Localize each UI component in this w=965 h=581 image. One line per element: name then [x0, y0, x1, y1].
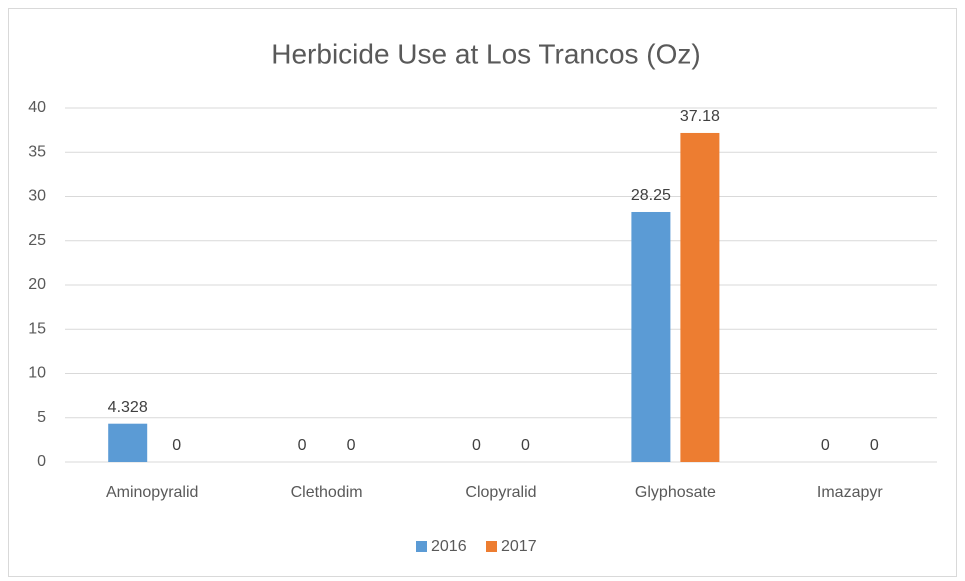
- bar: [680, 132, 720, 462]
- x-tick-label: Aminopyralid: [106, 484, 198, 501]
- legend-swatch: [416, 541, 427, 552]
- y-tick-label: 30: [28, 188, 46, 205]
- data-label: 4.328: [108, 399, 148, 416]
- x-tick-label: Imazapyr: [817, 484, 883, 501]
- y-tick-label: 20: [28, 276, 46, 293]
- data-label: 0: [298, 437, 307, 454]
- y-tick-label: 5: [37, 409, 46, 426]
- y-tick-label: 0: [37, 453, 46, 470]
- data-label: 37.18: [680, 108, 720, 125]
- legend-label: 2017: [501, 538, 537, 555]
- y-tick-label: 15: [28, 320, 46, 337]
- legend-swatch: [486, 541, 497, 552]
- data-label: 0: [821, 437, 830, 454]
- bar: [631, 211, 671, 462]
- y-tick-label: 25: [28, 232, 46, 249]
- y-tick-label: 35: [28, 143, 46, 160]
- x-tick-label: Glyphosate: [635, 484, 716, 501]
- x-tick-label: Clethodim: [291, 484, 363, 501]
- data-label: 0: [870, 437, 879, 454]
- y-tick-label: 10: [28, 365, 46, 382]
- legend-label: 2016: [431, 538, 467, 555]
- data-label: 0: [172, 437, 181, 454]
- data-label: 0: [521, 437, 530, 454]
- x-tick-label: Clopyralid: [465, 484, 536, 501]
- chart-frame: [8, 8, 957, 577]
- chart-title: Herbicide Use at Los Trancos (Oz): [271, 38, 701, 69]
- y-tick-label: 40: [28, 99, 46, 116]
- data-label: 28.25: [631, 187, 671, 204]
- bar: [108, 423, 148, 462]
- data-label: 0: [347, 437, 356, 454]
- data-label: 0: [472, 437, 481, 454]
